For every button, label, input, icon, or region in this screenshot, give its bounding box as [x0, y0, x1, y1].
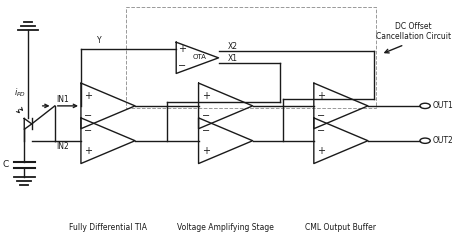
Text: +: + — [84, 146, 92, 156]
Text: X2: X2 — [228, 42, 238, 51]
Text: $i_{PD}$: $i_{PD}$ — [14, 86, 26, 99]
Text: Y: Y — [98, 36, 102, 45]
Text: +: + — [178, 44, 186, 54]
Text: −: − — [178, 61, 186, 71]
Text: +: + — [318, 91, 325, 101]
Text: −: − — [84, 126, 92, 136]
Text: −: − — [317, 126, 326, 136]
Text: −: − — [84, 111, 92, 121]
Text: +: + — [84, 91, 92, 101]
Text: −: − — [317, 111, 326, 121]
Text: IN2: IN2 — [56, 142, 69, 151]
Text: +: + — [202, 146, 210, 156]
Text: C: C — [3, 160, 9, 169]
Bar — [126, 7, 376, 108]
Text: OUT2: OUT2 — [433, 136, 454, 145]
Text: +: + — [318, 146, 325, 156]
Text: Voltage Amplifying Stage: Voltage Amplifying Stage — [177, 223, 274, 232]
Text: DC Offset
Cancellation Circuit: DC Offset Cancellation Circuit — [376, 22, 451, 41]
Text: −: − — [202, 126, 210, 136]
Text: +: + — [202, 91, 210, 101]
Text: X1: X1 — [228, 54, 238, 63]
Text: IN1: IN1 — [56, 95, 69, 104]
Text: −: − — [202, 111, 210, 121]
Text: CML Output Buffer: CML Output Buffer — [305, 223, 376, 232]
Text: Fully Differential TIA: Fully Differential TIA — [69, 223, 147, 232]
Text: OUT1: OUT1 — [433, 101, 454, 110]
Text: OTA: OTA — [193, 54, 207, 60]
